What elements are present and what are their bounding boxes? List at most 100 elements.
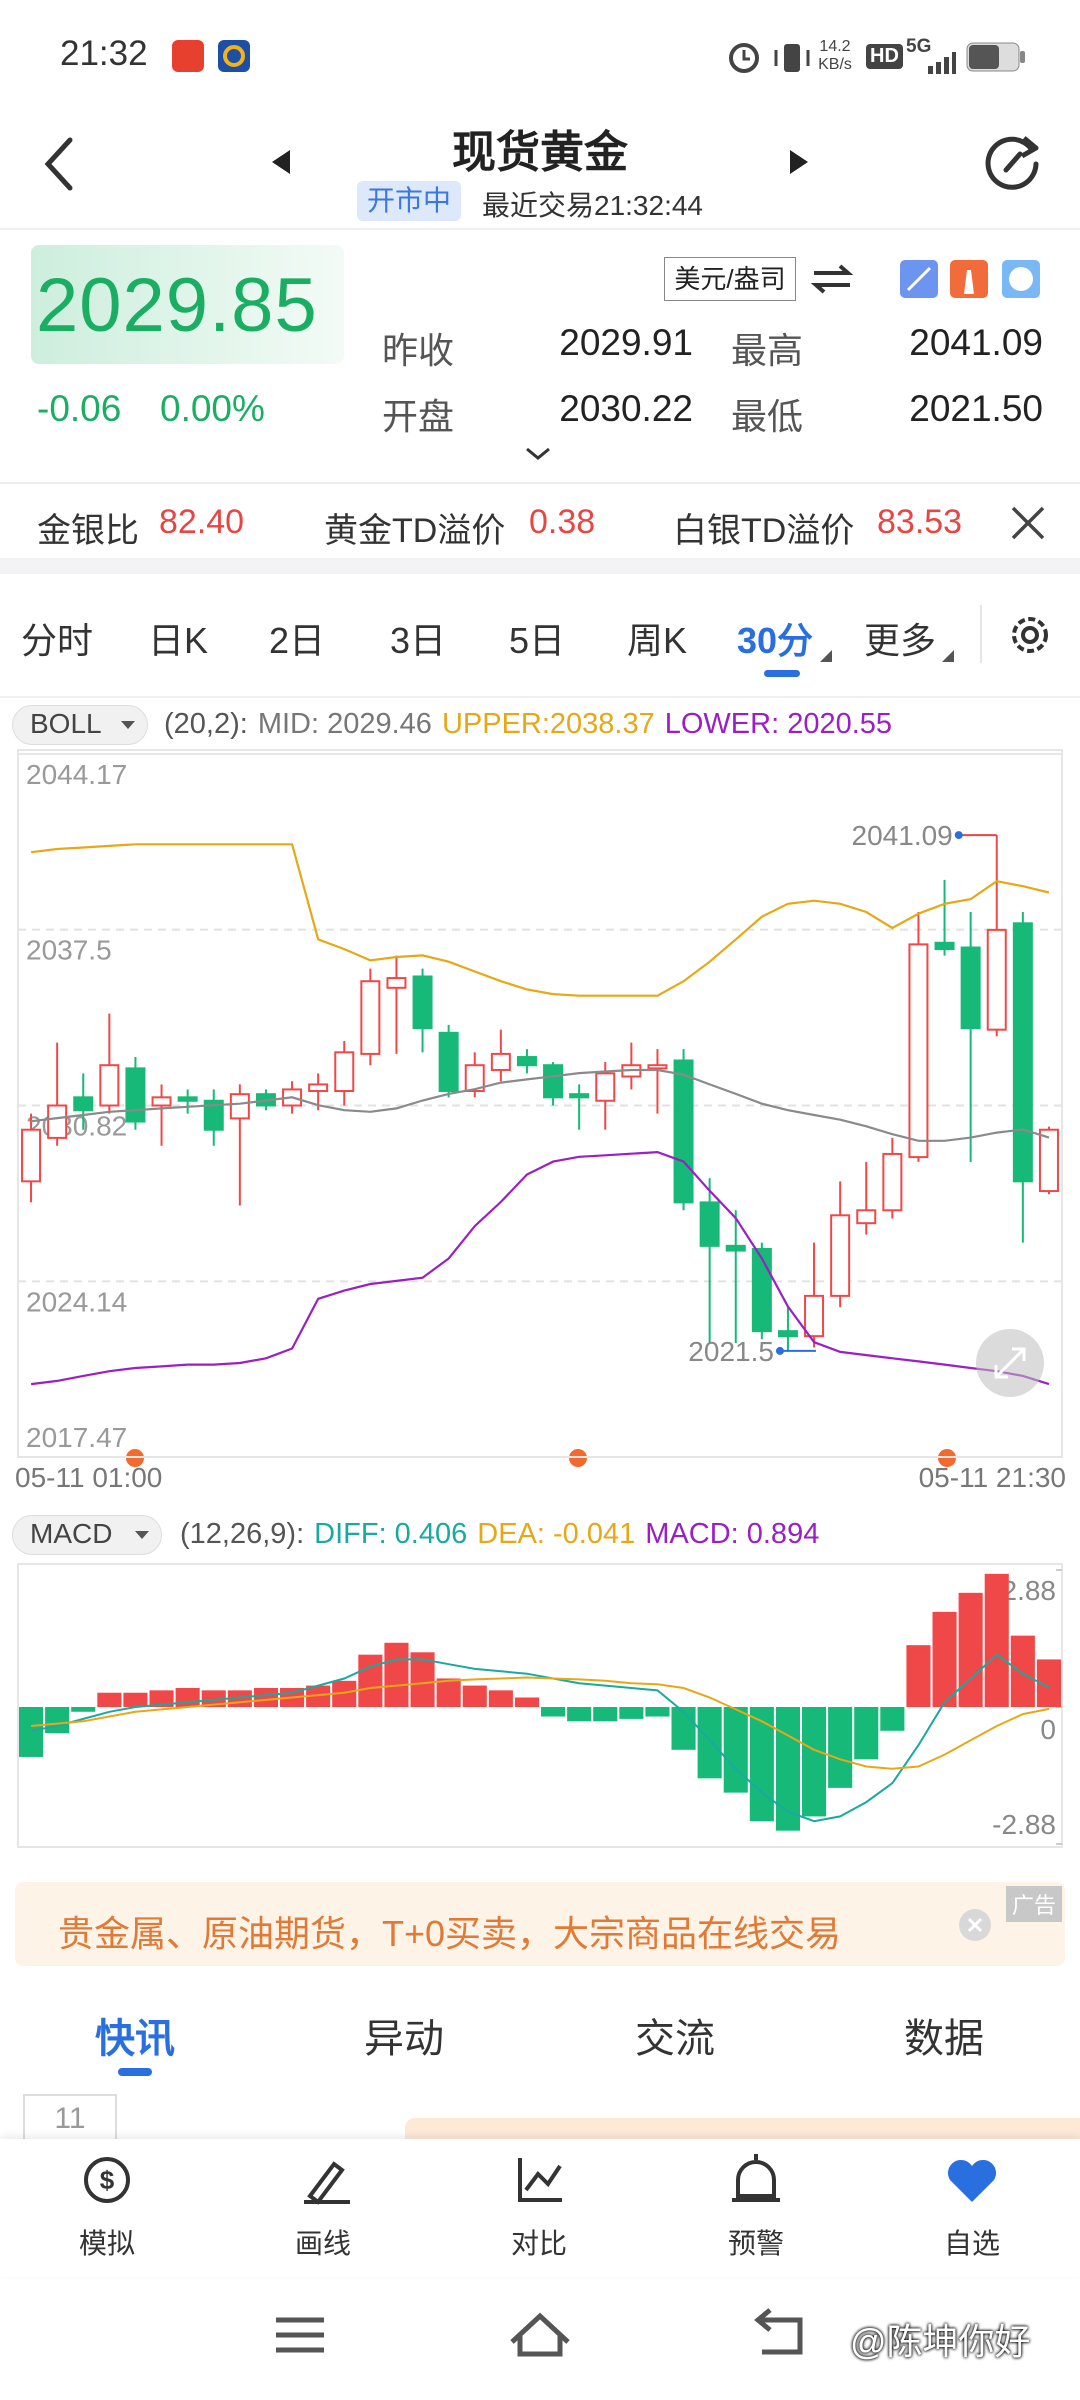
candle-body [516, 1056, 537, 1067]
title: 现货黄金 [452, 128, 628, 177]
macd-bar [306, 1685, 331, 1707]
macd-bar [1010, 1635, 1035, 1707]
candle-body [1038, 1128, 1059, 1193]
macd-bar [854, 1707, 879, 1760]
macd-frame [17, 1563, 1063, 1848]
news-tab[interactable]: 交流 [635, 2017, 715, 2061]
candle-body [777, 1330, 798, 1338]
nav-bar [276, 2308, 803, 2357]
period-tab[interactable]: 分时 [21, 620, 94, 661]
candle-body [229, 1093, 250, 1120]
macd-bar [175, 1687, 200, 1707]
candle-body [360, 980, 381, 1055]
news-tab[interactable]: 异动 [364, 2017, 444, 2061]
candle-body [647, 1064, 668, 1070]
candle-body [882, 1152, 903, 1212]
period-tab[interactable]: 2日 [269, 620, 326, 661]
macd-bar [201, 1690, 226, 1707]
macd-bar [775, 1707, 800, 1831]
stat-label: 最高 [731, 330, 804, 371]
alert-icon[interactable] [732, 2154, 780, 2202]
menu-button[interactable] [276, 2317, 324, 2353]
candle-body [725, 1244, 746, 1252]
macd-bar [802, 1707, 827, 1817]
signal [928, 52, 956, 74]
macd-line [31, 1676, 1050, 1770]
low-annotation: 2021.5 [688, 1336, 774, 1367]
macd-bar [123, 1692, 148, 1707]
period-tab-active[interactable]: 30分 [737, 620, 814, 661]
candle-body [595, 1072, 616, 1102]
macd-bar [723, 1707, 748, 1793]
period-tab[interactable]: 5日 [509, 620, 566, 661]
toolbar-label[interactable]: 模拟 [78, 2228, 136, 2259]
macd-bar [828, 1707, 853, 1788]
news-date: 11 [23, 2094, 117, 2144]
hd-badge: HD [866, 44, 903, 69]
toolbar-label[interactable]: 画线 [294, 2228, 352, 2259]
period-tab[interactable]: 周K [627, 620, 688, 661]
annotation-dot [775, 1346, 784, 1355]
news-tab-active[interactable]: 快讯 [95, 2017, 175, 2061]
draw-icon[interactable] [304, 2161, 350, 2205]
indicator-params: (20,2): [164, 708, 248, 740]
news-tab-underline [118, 2068, 152, 2076]
y-tick-label: -2.88 [992, 1809, 1056, 1840]
news-tab[interactable]: 数据 [904, 2017, 984, 2061]
ad-banner[interactable] [15, 1882, 1065, 1966]
macd-bar [71, 1707, 96, 1712]
macd-bar [984, 1573, 1009, 1707]
battery [966, 42, 1025, 72]
macd-bar [488, 1690, 513, 1707]
settings-button[interactable] [1005, 610, 1055, 660]
expand-chevron[interactable] [524, 446, 552, 462]
period-tab[interactable]: 日K [148, 620, 209, 661]
ad-close[interactable] [958, 1908, 992, 1942]
dropdown-arrow [135, 1531, 149, 1539]
candle-body [908, 943, 929, 1159]
watermark: @陈坤你好 [850, 2321, 1031, 2362]
candle-body [960, 946, 981, 1030]
toolbar-icons: $ [84, 2154, 997, 2205]
macd-legend: (12,26,9): DIFF: 0.406 DEA: -0.041 MACD: 0.… [180, 1518, 819, 1551]
refresh-button[interactable] [980, 130, 1046, 196]
watchlist-icon[interactable] [947, 2159, 997, 2202]
ad-tag: 广告 [1006, 1886, 1063, 1922]
prev-button[interactable] [268, 148, 292, 176]
tab-underline [764, 670, 800, 677]
next-button[interactable] [788, 148, 812, 176]
unit[interactable]: 美元/盎司 [664, 257, 796, 301]
candle-body [334, 1051, 355, 1093]
period-tab[interactable]: 3日 [390, 620, 447, 661]
toolbar-label[interactable]: 预警 [727, 2228, 785, 2259]
net-speed-value: 14.2 [819, 38, 851, 55]
y-tick-label: 0 [1040, 1714, 1056, 1745]
home-button[interactable] [510, 2312, 570, 2357]
swap-icon[interactable] [810, 262, 854, 296]
macd-bar [932, 1611, 957, 1707]
y-tick-label: 2037.5 [26, 935, 112, 966]
back-button[interactable] [40, 136, 80, 192]
market-status: 开市中 [357, 181, 462, 221]
legend-item: UPPER:2038.37 [441, 708, 655, 740]
change: -0.06 [37, 388, 122, 429]
net-speed: 14.2 KB/s [818, 38, 852, 74]
close-ratios[interactable] [1010, 505, 1046, 541]
macd-bar [697, 1707, 722, 1779]
back-nav-button[interactable] [754, 2308, 803, 2355]
price: 2029.85 [36, 263, 318, 348]
indicator-select[interactable] [12, 1515, 162, 1555]
status-icons [729, 43, 810, 73]
news-ad-strip [405, 2118, 1080, 2140]
period-tab[interactable]: 更多 [864, 620, 937, 661]
toolbar-label[interactable]: 对比 [510, 2228, 568, 2259]
toolbar-label[interactable]: 自选 [943, 2228, 1001, 2259]
ratio-label: 金银比 [37, 512, 139, 550]
legend-item: DIFF: 0.406 [314, 1518, 468, 1550]
annotation-dot [954, 831, 963, 840]
ratio-label: 白银TD溢价 [673, 512, 855, 550]
compare-icon[interactable] [518, 2158, 562, 2202]
macd-bar [253, 1687, 278, 1707]
simulate-icon[interactable]: $ [84, 2157, 130, 2203]
